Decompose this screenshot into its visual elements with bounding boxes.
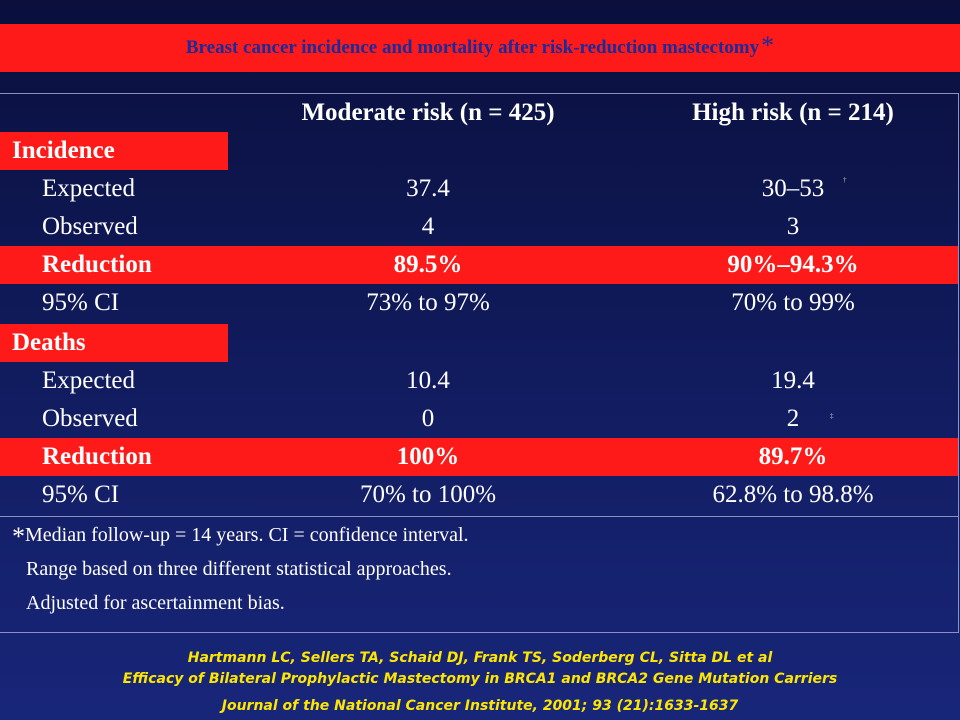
- cell-high: 90%–94.3%: [727, 251, 859, 278]
- cell-high: 19.4: [771, 367, 815, 394]
- table-row-incidence-observed: Observed 4 3: [0, 208, 958, 246]
- section-label-incidence: Incidence: [0, 132, 228, 170]
- section-row-deaths: Deaths: [0, 324, 958, 362]
- table-row-incidence-reduction: Reduction 89.5% 90%–94.3%: [0, 246, 958, 284]
- header-high-risk: High risk (n = 214): [692, 99, 894, 126]
- bias-footnote-mark: ‡: [830, 412, 834, 420]
- cell-high: 2: [786, 405, 800, 432]
- table-row-incidence-ci: 95% CI 73% to 97% 70% to 99%: [0, 284, 958, 322]
- table-row-deaths-expected: Expected 10.4 19.4: [0, 362, 958, 400]
- table-header-row: Moderate risk (n = 425) High risk (n = 2…: [0, 94, 958, 132]
- row-label: Observed: [42, 405, 138, 432]
- footnote-1-text: Median follow-up = 14 years. CI = confid…: [25, 524, 469, 546]
- cell-moderate: 70% to 100%: [359, 481, 497, 508]
- cell-moderate: 0: [421, 405, 435, 432]
- cell-high: 70% to 99%: [731, 289, 855, 316]
- row-label: Reduction: [42, 251, 152, 278]
- range-footnote-mark: †: [843, 176, 847, 184]
- footnote-1: *Median follow-up = 14 years. CI = confi…: [12, 518, 469, 551]
- title-bar: Breast cancer incidence and mortality af…: [0, 24, 960, 72]
- cell-high: 89.7%: [758, 443, 828, 470]
- table-divider: [0, 516, 958, 517]
- header-moderate-risk: Moderate risk (n = 425): [301, 99, 555, 126]
- row-label: 95% CI: [42, 289, 120, 316]
- citation-authors: Hartmann LC, Sellers TA, Schaid DJ, Fran…: [187, 650, 773, 666]
- table-row-incidence-expected: Expected 37.4 30–53 †: [0, 170, 958, 208]
- footnote-star: *: [12, 522, 25, 551]
- cell-moderate: 73% to 97%: [366, 289, 490, 316]
- cell-moderate: 89.5%: [393, 251, 463, 278]
- cell-high: 3: [786, 213, 800, 240]
- cell-moderate: 10.4: [406, 367, 450, 394]
- cell-high: 62.8% to 98.8%: [712, 481, 874, 508]
- title-footnote-star: *: [761, 31, 775, 60]
- row-label: Reduction: [42, 443, 152, 470]
- footnote-3: Adjusted for ascertainment bias.: [26, 592, 285, 614]
- cell-moderate: 37.4: [406, 175, 450, 202]
- slide-title: Breast cancer incidence and mortality af…: [185, 37, 760, 58]
- section-row-incidence: Incidence: [0, 132, 958, 170]
- cell-high: 30–53: [761, 175, 825, 202]
- table-row-deaths-reduction: Reduction 100% 89.7%: [0, 438, 958, 476]
- citation-journal: Journal of the National Cancer Institute…: [221, 698, 739, 714]
- table-row-deaths-observed: Observed 0 2 ‡: [0, 400, 958, 438]
- row-label: Observed: [42, 213, 138, 240]
- cell-moderate: 100%: [396, 443, 460, 470]
- cell-moderate: 4: [421, 213, 435, 240]
- data-table: Moderate risk (n = 425) High risk (n = 2…: [0, 93, 959, 633]
- section-label-deaths: Deaths: [0, 324, 228, 362]
- citation-title: Efficacy of Bilateral Prophylactic Maste…: [122, 671, 838, 687]
- table-row-deaths-ci: 95% CI 70% to 100% 62.8% to 98.8%: [0, 476, 958, 514]
- row-label: 95% CI: [42, 481, 120, 508]
- row-label: Expected: [42, 367, 136, 394]
- row-label: Expected: [42, 175, 136, 202]
- footnote-2: Range based on three different statistic…: [26, 558, 452, 580]
